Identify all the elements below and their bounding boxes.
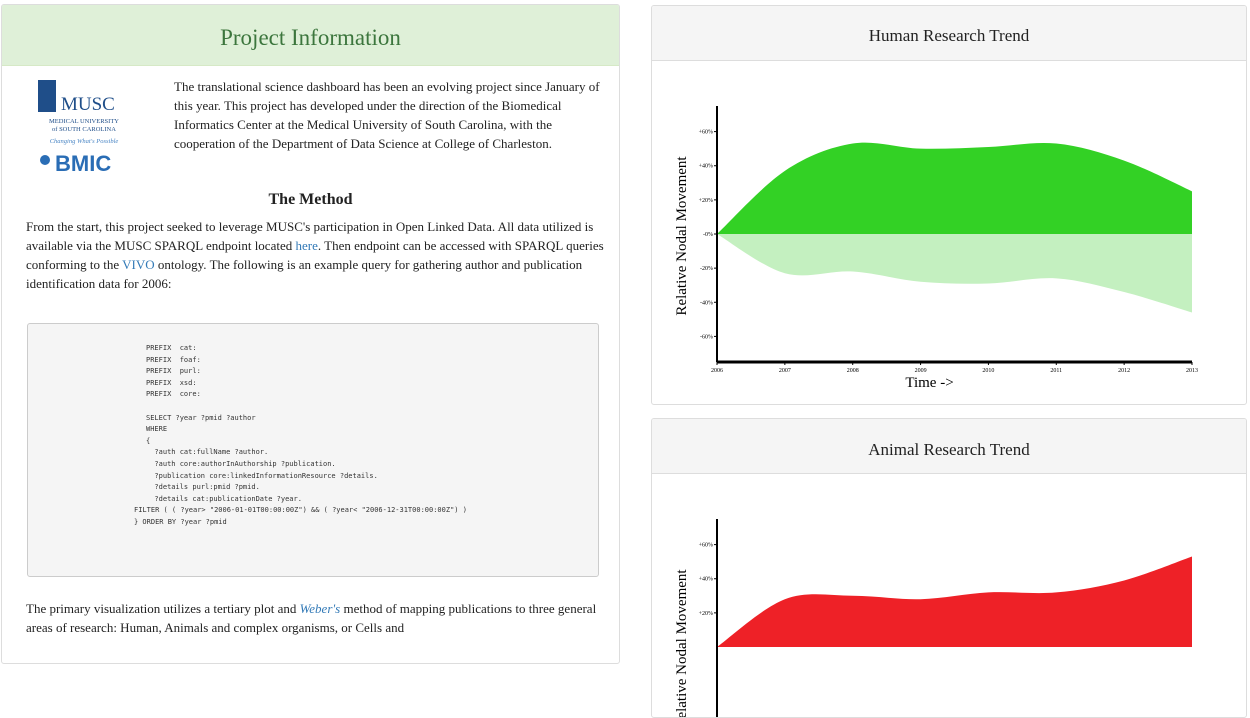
y-tick-label: -60% bbox=[700, 334, 713, 340]
text: method of mapping publications to three … bbox=[26, 601, 597, 635]
code-line: { bbox=[146, 436, 151, 445]
x-tick-label: 2011 bbox=[1050, 368, 1062, 374]
y-tick-label: +20% bbox=[699, 198, 713, 204]
text: The primary visualization utilizes a ter… bbox=[26, 601, 300, 616]
code-line: ?auth core:authorInAuthorship ?publicati… bbox=[146, 460, 336, 468]
code-line: } ORDER BY ?year ?pmid bbox=[134, 518, 227, 526]
closing-text: The primary visualization utilizes a ter… bbox=[26, 599, 606, 637]
panel-header: Project Information bbox=[2, 5, 619, 66]
area bbox=[717, 142, 1192, 234]
code-line: SELECT ?year ?pmid ?author bbox=[146, 413, 256, 422]
x-tick-label: 2008 bbox=[847, 368, 859, 374]
y-tick-label: -20% bbox=[700, 266, 713, 272]
code-line: PREFIX purl: bbox=[146, 367, 201, 376]
code-block: PREFIX cat: PREFIX foaf: PREFIX purl: PREFI… bbox=[27, 323, 599, 577]
y-axis-label: Relative Nodal Movement bbox=[674, 156, 690, 316]
x-tick-label: 2009 bbox=[915, 368, 927, 374]
chart: +60% +40% +20% -0% -20% -40% -60% 2006 2007 2008 2… bbox=[674, 106, 1198, 391]
panel-title: Project Information bbox=[220, 25, 401, 50]
logo-bmic: BMIC bbox=[55, 151, 111, 176]
y-tick-label: +60% bbox=[699, 130, 713, 136]
logo-line: of SOUTH CAROLINA bbox=[52, 126, 116, 133]
y-tick-label: +40% bbox=[699, 164, 713, 170]
code-line: ?publication core:linkedInformationResou… bbox=[146, 471, 378, 480]
method-text: From the start, this project seeked to l… bbox=[26, 217, 606, 293]
y-tick-label: +40% bbox=[699, 577, 713, 583]
code-line: FILTER ( ( ?year> "2006-01-01T00:00:00Z"… bbox=[134, 506, 467, 515]
y-tick-label: -40% bbox=[700, 300, 713, 306]
x-axis-label: Time -> bbox=[905, 375, 953, 391]
link[interactable]: Weber's bbox=[299, 601, 341, 616]
x-tick-label: 2007 bbox=[779, 368, 791, 374]
text: From the start, this project seeked to l… bbox=[26, 219, 594, 253]
x-tick-label: 2006 bbox=[711, 368, 723, 374]
chart-panel: Animal Research Trend +60% +40% +20% Relati… bbox=[651, 418, 1247, 718]
logo-name: MUSC bbox=[61, 94, 115, 115]
intro-text: The translational science dashboard has … bbox=[174, 79, 600, 151]
x-tick-label: 2013 bbox=[1186, 368, 1198, 374]
code-line: PREFIX core: bbox=[146, 390, 201, 399]
y-tick-label: -0% bbox=[703, 232, 713, 238]
page: { "project": { "title": "Project Informa… bbox=[1, 4, 1247, 718]
chart-panel: Human Research Trend +60% +40% +20% -0% -20%… bbox=[651, 5, 1247, 405]
code-line: ?auth cat:fullName ?author. bbox=[146, 448, 269, 457]
chart-title: Animal Research Trend bbox=[868, 440, 1030, 459]
y-tick-label: +60% bbox=[699, 543, 713, 549]
y-tick-label: +20% bbox=[699, 611, 713, 617]
link[interactable]: VIVO bbox=[122, 257, 155, 272]
project-panel: Project Information MUSC MEDICAL UNIVERS… bbox=[1, 4, 620, 664]
area bbox=[717, 556, 1192, 647]
code-line: PREFIX xsd: bbox=[146, 378, 197, 387]
logo: MUSC MEDICAL UNIVERSITY of SOUTH CAROLIN… bbox=[38, 80, 119, 176]
chart: +60% +40% +20% Relative Nodal Movement bbox=[674, 519, 1192, 718]
chart-title: Human Research Trend bbox=[868, 26, 1030, 45]
code-line: PREFIX cat: bbox=[146, 344, 197, 352]
panel-header: Human Research Trend bbox=[652, 6, 1246, 61]
logo-line: MEDICAL UNIVERSITY bbox=[49, 118, 119, 125]
x-tick-label: 2012 bbox=[1118, 368, 1130, 374]
logo-icon bbox=[40, 155, 50, 165]
link[interactable]: here bbox=[295, 238, 318, 253]
x-tick-label: 2010 bbox=[982, 368, 994, 374]
logo-tagline: Changing What's Possible bbox=[50, 138, 119, 145]
area bbox=[717, 234, 1192, 313]
code-line: ?details cat:publicationDate ?year. bbox=[146, 494, 302, 503]
panel-header: Animal Research Trend bbox=[652, 419, 1246, 474]
method-heading: The Method bbox=[268, 191, 353, 208]
text: ontology. The following is an example qu… bbox=[26, 257, 583, 291]
logo-building bbox=[38, 80, 56, 112]
code-line: WHERE bbox=[146, 425, 168, 434]
code-line: ?details purl:pmid ?pmid. bbox=[146, 483, 260, 492]
code-line: PREFIX foaf: bbox=[146, 355, 201, 364]
text: . Then endpoint can be accessed with SPA… bbox=[26, 238, 604, 272]
y-axis-label: Relative Nodal Movement bbox=[674, 569, 690, 718]
